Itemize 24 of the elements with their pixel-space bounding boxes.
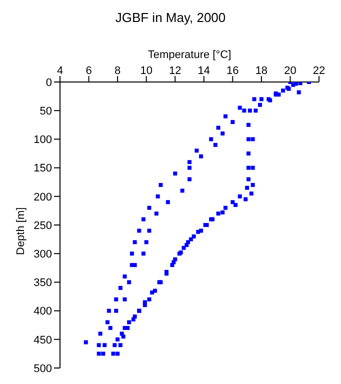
y-tick-label: 500 bbox=[34, 362, 52, 375]
y-tick-label: 100 bbox=[34, 134, 52, 146]
y-tick-label: 50 bbox=[40, 106, 52, 118]
x-tick-label: 6 bbox=[86, 65, 92, 77]
x-tick-label: 16 bbox=[226, 65, 239, 77]
x-axis-title: Temperature [°C] bbox=[148, 48, 232, 61]
x-tick-label: 12 bbox=[168, 65, 182, 77]
y-tick-label: 200 bbox=[34, 191, 52, 204]
y-tick-label: 0 bbox=[46, 76, 52, 89]
x-tick-label: 22 bbox=[312, 65, 326, 77]
y-tick-label: 250 bbox=[34, 220, 52, 232]
x-tick-label: 20 bbox=[284, 65, 296, 77]
y-tick-label: 350 bbox=[34, 277, 52, 290]
x-tick-label: 4 bbox=[56, 65, 64, 77]
x-tick-label: 8 bbox=[114, 65, 121, 77]
x-tick-label: 10 bbox=[140, 65, 152, 77]
y-axis-title: Depth [m] bbox=[14, 207, 27, 255]
y-tick-label: 300 bbox=[34, 248, 52, 261]
y-tick-label: 400 bbox=[34, 306, 52, 318]
y-tick-label: 150 bbox=[34, 162, 52, 175]
x-tick-label: 18 bbox=[255, 65, 268, 77]
y-tick-label: 450 bbox=[34, 334, 52, 346]
x-tick-label: 14 bbox=[198, 65, 210, 77]
chart-title: JGBF in May, 2000 bbox=[114, 9, 227, 27]
